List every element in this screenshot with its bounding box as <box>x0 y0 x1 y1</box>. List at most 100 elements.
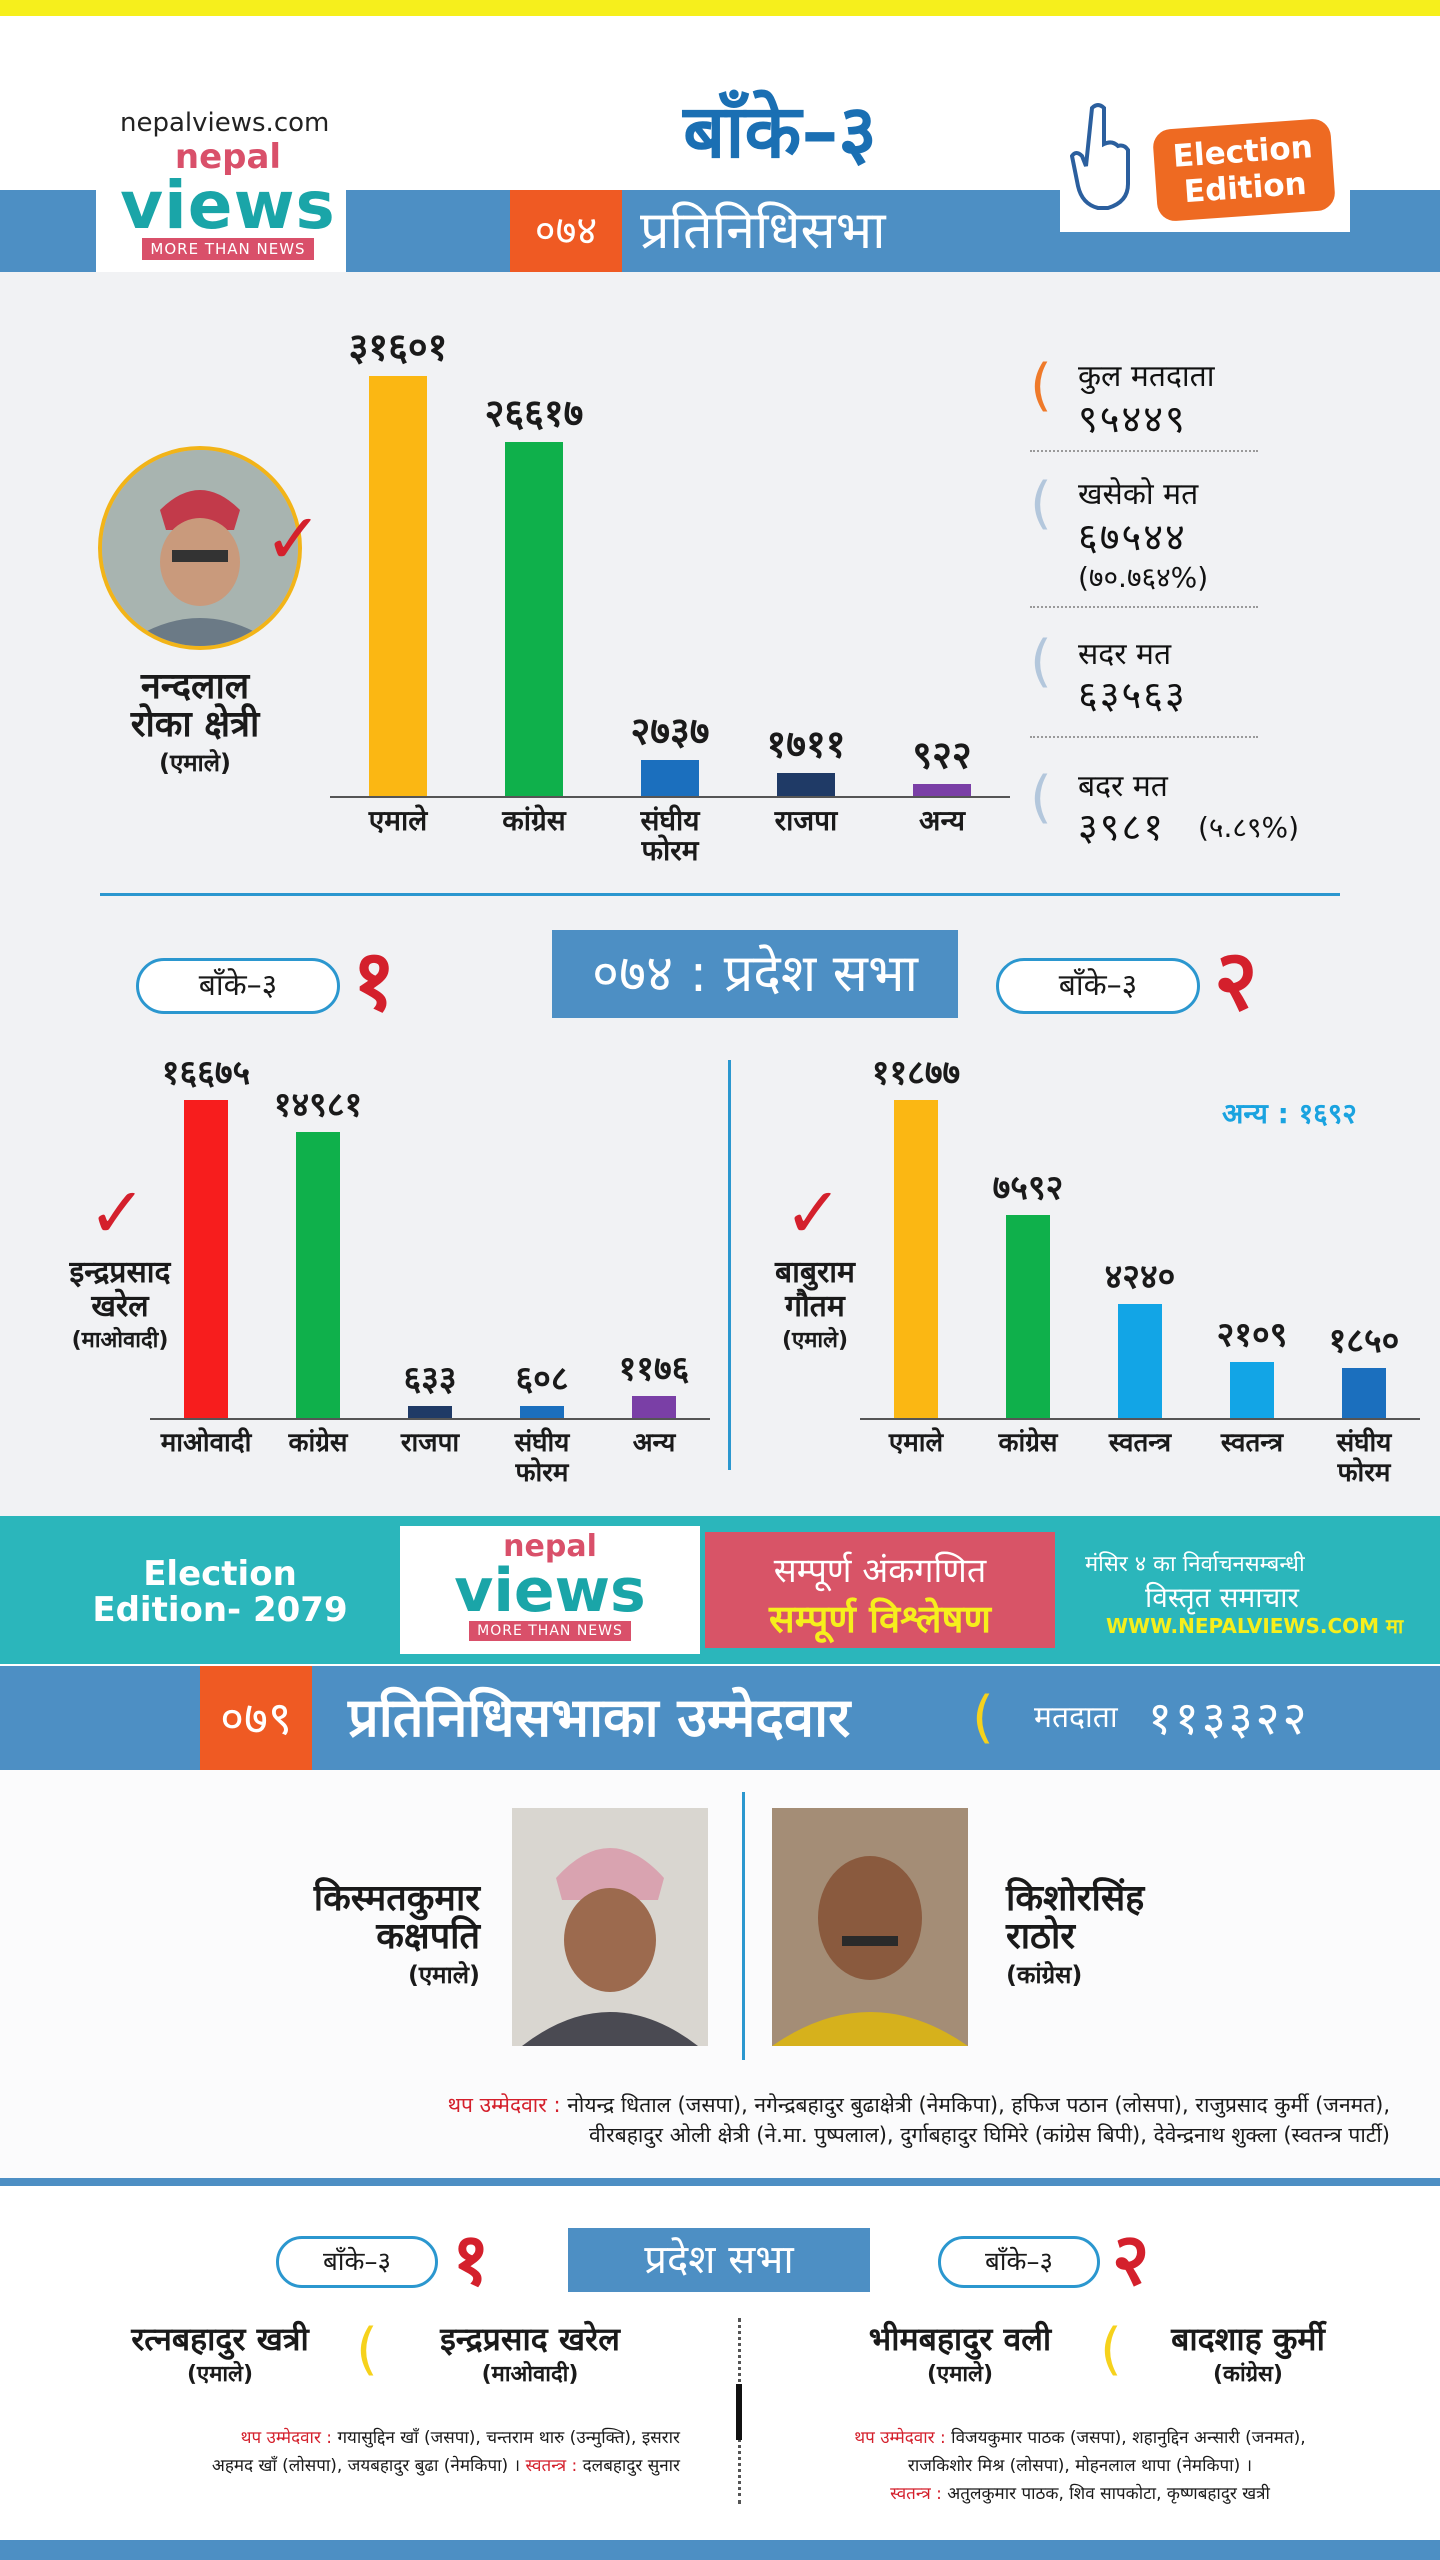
voters-marker-icon: ( <box>972 1685 994 1750</box>
winner-name: नन्दलाल रोका क्षेत्री (एमाले) <box>90 668 300 782</box>
winner-checkmark: ✓ <box>264 498 323 580</box>
p79-left-party-2: (माओवादी) <box>481 2362 579 2387</box>
portrait-placeholder-icon <box>772 1808 968 2046</box>
p79-pill-2: बाँके–३ <box>938 2236 1100 2288</box>
p79-left-others-label: थप उम्मेदवार : <box>240 2428 333 2448</box>
chart-bar <box>1118 1304 1162 1418</box>
banner-pink-line-1: सम्पूर्ण अंकगणित <box>773 1551 987 1591</box>
chart-value-label: ६३३ <box>403 1358 457 1399</box>
chart-category-label: कांग्रेस <box>998 1428 1058 1458</box>
banner-logo[interactable]: nepal views MORE THAN NEWS <box>430 1532 670 1641</box>
constituency-pill-2: बाँके–३ <box>996 958 1200 1014</box>
winner-name-line-1: नन्दलाल <box>140 666 250 707</box>
chart-category-label: संघीय फोरम <box>1336 1428 1392 1488</box>
stat-percent: (५.८९%) <box>1198 811 1300 844</box>
bottom-accent-bar <box>0 2540 1440 2560</box>
p79-number-2: २ <box>1112 2217 1150 2301</box>
chart-bar <box>777 773 835 796</box>
section-title: प्रतिनिधिसभा <box>640 201 886 261</box>
banner-logo-tag: MORE THAN NEWS <box>469 1621 631 1641</box>
nepalviews-logo[interactable]: nepal views MORE THAN NEWS <box>118 140 338 270</box>
chart-value-label: १६६७५ <box>161 1053 251 1093</box>
candidates-title: प्रतिनिधिसभाका उम्मेदवार <box>348 1686 851 1749</box>
p79-right-others-text-2: राजकिशोर मिश्र (लोसपा), मोहनलाल थापा (ने… <box>907 2456 1253 2476</box>
p79-right-others: थप उम्मेदवार : विजयकुमार पाठक (जसपा), शह… <box>770 2424 1390 2508</box>
chart-bar <box>184 1100 228 1418</box>
chart-value-label: २७३७ <box>630 708 710 753</box>
p79-right-others-line-1: थप उम्मेदवार : विजयकुमार पाठक (जसपा), शह… <box>770 2424 1390 2452</box>
candidate-right-line-1: किशोरसिंह <box>1006 1878 1145 1919</box>
p79-right-party-2: (कांग्रेस) <box>1213 2362 1283 2387</box>
p79-left-others-text-2: अहमद खाँ (लोसपा), जयबहादुर बुढा (नेमकिपा… <box>211 2456 521 2476</box>
chart-value-label: २१०९ <box>1216 1314 1288 1355</box>
banner-url[interactable]: WWW.NEPALVIEWS.COM मा <box>1106 1614 1404 1638</box>
chart-category-label: राजपा <box>400 1428 460 1458</box>
logo-tagline: MORE THAN NEWS <box>142 238 314 260</box>
p79-right-name-2: बादशाह कुर्मी <box>1171 2320 1325 2358</box>
p79-right-ind: अतुलकुमार पाठक, शिव सापकोटा, कृष्णबहादुर… <box>947 2484 1270 2504</box>
chart-bar <box>913 783 971 796</box>
banner-pink-panel <box>705 1532 1055 1648</box>
chart-value-label: ११७६ <box>618 1348 690 1389</box>
stat-divider <box>1030 736 1258 738</box>
chart-value-label: ६०८ <box>515 1359 569 1399</box>
section-separator <box>0 2178 1440 2186</box>
banner-logo-big: views <box>454 1556 646 1626</box>
p79-left-party-1: (एमाले) <box>186 2362 254 2387</box>
voters-label: मतदाता <box>1034 1700 1118 1735</box>
chart-category-label: अन्य <box>919 804 965 837</box>
chart-value-label: १४९८१ <box>273 1085 363 1126</box>
chart-bar <box>408 1405 452 1418</box>
p79-left-candidate-2: इन्द्रप्रसाद खरेल (माओवादी) <box>400 2320 660 2388</box>
chart-category-label: संघीय फोरम <box>640 804 700 867</box>
p79-center-mark <box>736 2384 742 2440</box>
provincial-winner-1: इन्द्रप्रसाद खरेल (माओवादी) <box>20 1256 220 1358</box>
chart-value-label: १८५० <box>1328 1321 1400 1362</box>
site-url[interactable]: nepalviews.com <box>120 108 330 138</box>
banner-logo-small: nepal <box>503 1529 597 1564</box>
chart-category-label: कांग्रेस <box>502 804 566 837</box>
chart-value-label: ११८७७ <box>871 1053 961 1093</box>
stat-label: बदर मत <box>1078 769 1168 804</box>
p79-left-name-1: रत्नबहादुर खत्री <box>131 2320 309 2358</box>
chart-category-label: स्वतन्त्र <box>1108 1428 1172 1458</box>
provincial-divider <box>728 1060 731 1470</box>
provincial-2079-title: प्रदेश सभा <box>568 2228 870 2292</box>
chart-value-label: १७११ <box>766 722 846 767</box>
chart-bar <box>505 442 563 796</box>
constituency-number-2: २ <box>1214 931 1258 1029</box>
p79-left-others-line-2: अहमद खाँ (लोसपा), जयबहादुर बुढा (नेमकिपा… <box>40 2452 680 2480</box>
candidates-divider <box>742 1792 745 2060</box>
p79-pill-1: बाँके–३ <box>276 2236 438 2288</box>
chart-value-label: ४२४० <box>1104 1257 1176 1298</box>
candidate-right-party: (कांग्रेस) <box>1006 1961 1083 1989</box>
candidate-right-photo <box>772 1808 968 2046</box>
chart-bar <box>641 759 699 796</box>
p79-right-ind-label: स्वतन्त्र : <box>890 2484 942 2504</box>
other-candidates: थप उम्मेदवार : नोयन्द्र धिताल (जसपा), नग… <box>70 2090 1390 2150</box>
stat-marker-icon: ( <box>1030 765 1052 830</box>
chart-category-label: एमाले <box>368 804 428 837</box>
provincial-winner-2-line-2: गौतम <box>785 1289 845 1324</box>
chart-bar <box>1342 1368 1386 1418</box>
provincial-1-bar-chart: १६६७५ माओवादी १४९८१ कांग्रेस ६३३ राजपा ६०८ संघी… <box>150 1040 710 1510</box>
page-title: बाँके–३ <box>683 89 877 175</box>
p79-right-candidate-1: भीमबहादुर वली (एमाले) <box>840 2320 1080 2388</box>
election-edition-badge: Election Edition <box>1152 117 1336 223</box>
chart-bar <box>894 1100 938 1418</box>
banner-edition: Election Edition- 2079 <box>70 1556 370 1628</box>
provincial-2074-title: ०७४ : प्रदेश सभा <box>552 930 958 1018</box>
stat-label: सदर मत <box>1078 637 1172 672</box>
candidate-left-party: (एमाले) <box>407 1961 480 1989</box>
stat-label: कुल मतदाता <box>1078 359 1215 394</box>
stat-marker-icon: ( <box>1030 629 1052 694</box>
chart-category-label: राजपा <box>774 804 838 837</box>
provincial-winner-1-line-1: इन्द्रप्रसाद <box>69 1255 171 1290</box>
chart-value-label: २६६१७ <box>484 391 584 436</box>
candidate-left: किस्मतकुमार कक्षपति (एमाले) <box>240 1880 480 1994</box>
section-divider <box>100 893 1340 896</box>
candidate-left-photo <box>512 1808 708 2046</box>
winner-party: (एमाले) <box>158 749 232 777</box>
others-note: अन्य : १६९२ <box>1222 1097 1357 1130</box>
chart-value-label: ७५९२ <box>992 1167 1064 1208</box>
